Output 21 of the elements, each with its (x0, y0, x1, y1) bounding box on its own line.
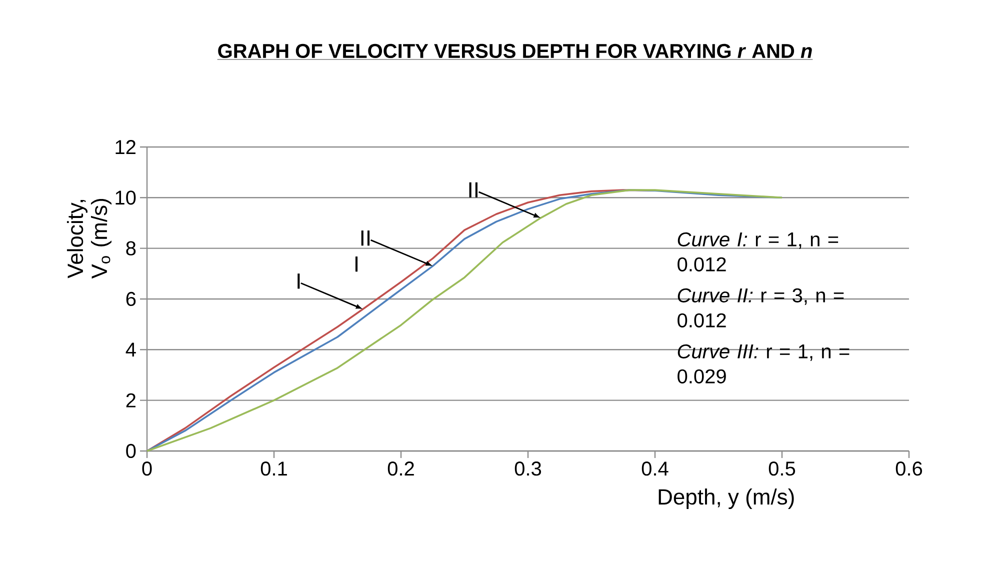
y-tick-label: 6 (126, 292, 136, 306)
x-tick-label: 0 (142, 462, 152, 476)
y-tick-label: 0 (126, 444, 136, 458)
text: Curve III: r = 1, n = 0.029 (678, 344, 850, 384)
x-tick-label: 0.5 (768, 462, 796, 476)
x-tick-label: 0.3 (514, 462, 542, 476)
x-axis-title: Depth, y (m/s) (658, 488, 794, 510)
annotation: II (361, 230, 370, 246)
y-tick-label: 2 (126, 393, 136, 408)
y-tick-label: 12 (116, 140, 136, 154)
x-tick-label: 0.6 (896, 462, 922, 476)
chart-title: GRAPH OF VELOCITY VERSUS DEPTH FOR VARYING r AND n (218, 44, 812, 58)
x-tick-label: 0.4 (642, 462, 668, 476)
annotation: I (298, 274, 300, 289)
x-tick-label: 0.2 (388, 462, 414, 476)
annotation: II (469, 182, 478, 198)
y-tick-label: 8 (126, 241, 136, 256)
y-tick-label: 10 (116, 190, 136, 205)
x-tick-label: 0.1 (260, 462, 287, 476)
annotation: I (355, 256, 358, 272)
y-tick-label: 4 (126, 342, 136, 357)
